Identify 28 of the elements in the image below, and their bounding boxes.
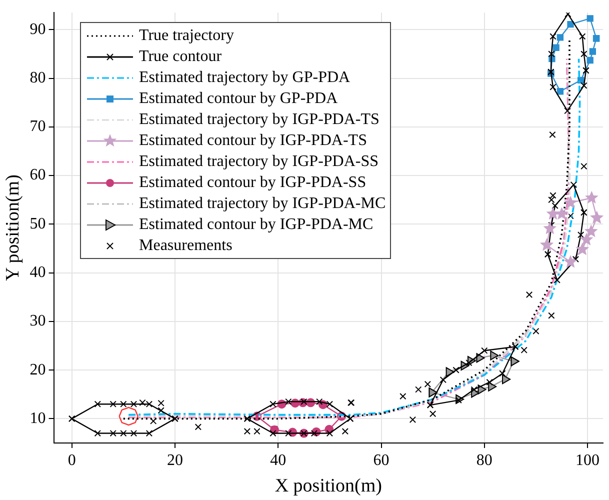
y-tick-label: 80 xyxy=(30,69,46,86)
x-tick-label: 40 xyxy=(270,452,286,469)
y-tick-label: 70 xyxy=(30,118,46,136)
x-tick-label: 80 xyxy=(476,452,492,469)
legend-label: Estimated trajectory by GP-PDA xyxy=(139,68,350,88)
legend-label: Estimated contour by GP-PDA xyxy=(139,89,338,109)
legend-label: Estimated contour by IGP-PDA-TS xyxy=(139,131,367,151)
y-tick-label: 30 xyxy=(30,312,46,330)
x-tick-label: 100 xyxy=(576,452,600,469)
x-tick-label: 20 xyxy=(166,452,183,469)
y-tick-label: 60 xyxy=(30,166,46,184)
legend-label: Estimated contour by IGP-PDA-SS xyxy=(139,173,366,193)
legend-label: True contour xyxy=(139,47,222,67)
y-tick-label: 50 xyxy=(30,215,46,232)
legend-label: True trajectory xyxy=(139,26,234,46)
legend-label: Estimated trajectory by IGP-PDA-SS xyxy=(139,152,379,172)
legend-label: Estimated trajectory by IGP-PDA-MC xyxy=(139,194,386,214)
y-tick-label: 20 xyxy=(30,361,46,378)
y-tick-label: 40 xyxy=(30,264,46,281)
x-axis-title: X position(m) xyxy=(274,476,382,497)
x-tick-label: 0 xyxy=(68,452,76,469)
legend-label: Estimated trajectory by IGP-PDA-TS xyxy=(139,110,380,130)
y-tick-label: 10 xyxy=(30,410,46,427)
x-tick-label: 60 xyxy=(373,452,390,469)
y-axis-title: Y position(m) xyxy=(2,174,24,282)
y-tick-label: 90 xyxy=(30,20,46,38)
legend-label: Estimated contour by IGP-PDA-MC xyxy=(139,215,374,235)
legend-label: Measurements xyxy=(139,236,232,256)
